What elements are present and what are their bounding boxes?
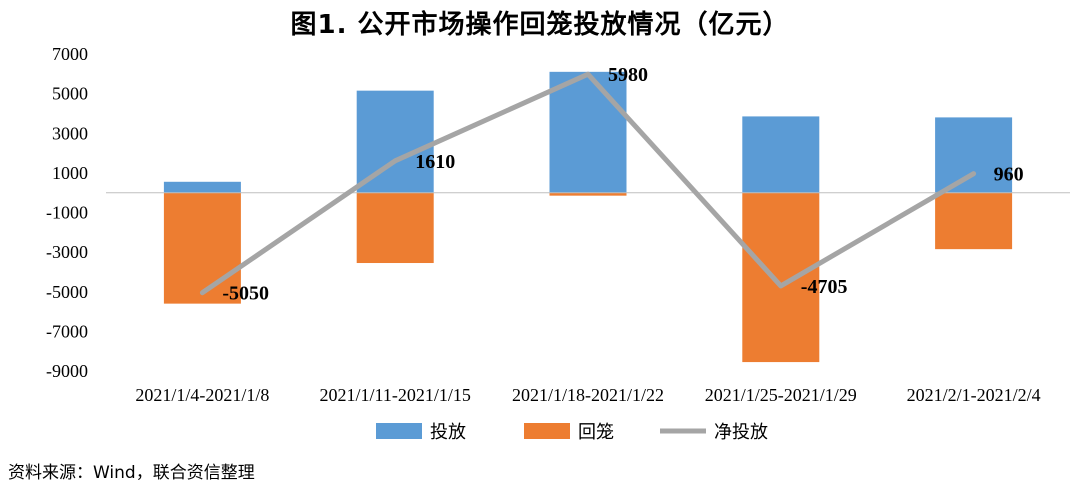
y-tick-label: 7000	[52, 44, 88, 64]
bar-withdrawal	[549, 192, 627, 196]
bar-withdrawal	[356, 192, 434, 264]
bar-investment	[549, 71, 627, 193]
y-tick-label: -7000	[46, 321, 88, 341]
y-tick-label: -3000	[46, 242, 88, 262]
data-label: 5980	[608, 64, 648, 86]
bar-withdrawal	[163, 192, 241, 304]
x-tick-label: 2021/1/18-2021/1/22	[512, 385, 664, 405]
net-line	[199, 71, 977, 296]
chart-title: 图1. 公开市场操作回笼投放情况（亿元）	[290, 10, 790, 40]
y-tick-label: 5000	[52, 84, 88, 104]
data-label: 1610	[415, 151, 455, 173]
bar-investment	[742, 116, 820, 193]
legend-label: 回笼	[578, 422, 614, 443]
y-tick-label: -5000	[46, 282, 88, 302]
y-tick-label: -1000	[46, 203, 88, 223]
x-tick-label: 2021/1/25-2021/1/29	[705, 385, 857, 405]
source-note: 资料来源：Wind，联合资信整理	[8, 463, 255, 483]
data-label: -5050	[222, 283, 269, 305]
x-tick-label: 2021/2/1-2021/2/4	[907, 385, 1041, 405]
legend-swatch-investment	[376, 423, 422, 439]
data-label: 960	[994, 164, 1024, 186]
bar-investment	[163, 181, 241, 193]
y-tick-label: 1000	[52, 163, 88, 183]
legend-swatch-withdrawal	[524, 423, 570, 439]
legend-label: 投放	[430, 422, 466, 443]
data-label: -4705	[801, 276, 848, 298]
bar-withdrawal	[742, 192, 820, 363]
bar-investment	[935, 117, 1013, 193]
x-tick-label: 2021/1/4-2021/1/8	[135, 385, 269, 405]
y-tick-label: 3000	[52, 123, 88, 143]
legend-label: 净投放	[714, 422, 768, 443]
x-tick-label: 2021/1/11-2021/1/15	[320, 385, 471, 405]
bar-withdrawal	[935, 192, 1013, 250]
y-tick-label: -9000	[46, 361, 88, 381]
